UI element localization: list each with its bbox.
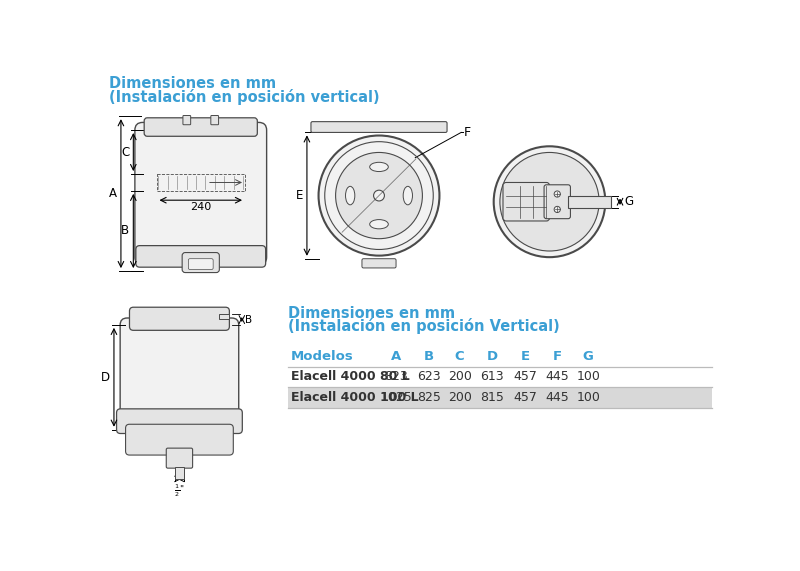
Text: G: G: [583, 349, 594, 363]
FancyBboxPatch shape: [362, 259, 396, 268]
FancyBboxPatch shape: [188, 259, 213, 270]
Text: C: C: [454, 349, 465, 363]
Ellipse shape: [346, 186, 355, 205]
Ellipse shape: [403, 186, 413, 205]
Circle shape: [336, 152, 422, 239]
Text: 445: 445: [546, 371, 569, 383]
FancyBboxPatch shape: [166, 448, 193, 468]
FancyBboxPatch shape: [120, 318, 238, 428]
Text: 623: 623: [417, 371, 441, 383]
Bar: [218, 314, 230, 319]
FancyBboxPatch shape: [136, 246, 266, 267]
Text: B: B: [245, 315, 252, 324]
Circle shape: [554, 191, 560, 197]
Bar: [568, 196, 610, 208]
Text: $\frac{1}{2}$": $\frac{1}{2}$": [174, 482, 185, 498]
Text: E: E: [521, 349, 530, 363]
FancyBboxPatch shape: [126, 424, 234, 455]
Text: F: F: [463, 126, 470, 139]
Ellipse shape: [370, 162, 388, 171]
Text: A: A: [109, 187, 117, 200]
Bar: [174, 467, 184, 479]
FancyBboxPatch shape: [503, 183, 550, 221]
FancyBboxPatch shape: [130, 307, 230, 330]
Text: Modelos: Modelos: [290, 349, 354, 363]
FancyBboxPatch shape: [211, 115, 218, 124]
Text: (Instalación en posición Vertical): (Instalación en posición Vertical): [287, 318, 559, 334]
FancyBboxPatch shape: [311, 122, 447, 132]
Text: 445: 445: [546, 391, 569, 404]
Circle shape: [374, 190, 385, 201]
Text: 240: 240: [190, 202, 211, 212]
Text: Elacell 4000 80 L: Elacell 4000 80 L: [290, 371, 410, 383]
Text: E: E: [296, 189, 303, 202]
Text: D: D: [486, 349, 498, 363]
Text: (Instalación en posición vertical): (Instalación en posición vertical): [110, 89, 380, 104]
Bar: [287, 387, 712, 408]
Text: D: D: [101, 371, 110, 384]
Text: Elacell 4000 100 L: Elacell 4000 100 L: [290, 391, 418, 404]
Circle shape: [494, 146, 606, 257]
Bar: [157, 174, 245, 191]
Text: 825: 825: [417, 391, 441, 404]
Text: 457: 457: [514, 371, 538, 383]
FancyBboxPatch shape: [135, 122, 266, 265]
Text: Dimensiones en mm: Dimensiones en mm: [287, 305, 454, 321]
Text: C: C: [122, 146, 130, 159]
Text: 100: 100: [576, 371, 600, 383]
FancyBboxPatch shape: [183, 115, 190, 124]
FancyBboxPatch shape: [544, 185, 570, 219]
Text: 815: 815: [480, 391, 504, 404]
Circle shape: [318, 135, 439, 256]
Text: 1025: 1025: [380, 391, 412, 404]
Text: 200: 200: [448, 371, 471, 383]
Text: B: B: [122, 224, 130, 238]
Text: G: G: [624, 195, 633, 208]
Text: B: B: [423, 349, 434, 363]
FancyBboxPatch shape: [182, 252, 219, 272]
Text: Dimensiones en mm: Dimensiones en mm: [110, 76, 277, 91]
Text: 100: 100: [576, 391, 600, 404]
Text: 200: 200: [448, 391, 471, 404]
Text: 457: 457: [514, 391, 538, 404]
Circle shape: [554, 206, 560, 212]
Text: 823: 823: [384, 371, 408, 383]
Text: F: F: [553, 349, 562, 363]
FancyBboxPatch shape: [144, 118, 258, 136]
Circle shape: [500, 152, 599, 251]
Text: A: A: [391, 349, 401, 363]
FancyBboxPatch shape: [117, 409, 242, 433]
Text: 613: 613: [480, 371, 504, 383]
Ellipse shape: [370, 220, 388, 229]
